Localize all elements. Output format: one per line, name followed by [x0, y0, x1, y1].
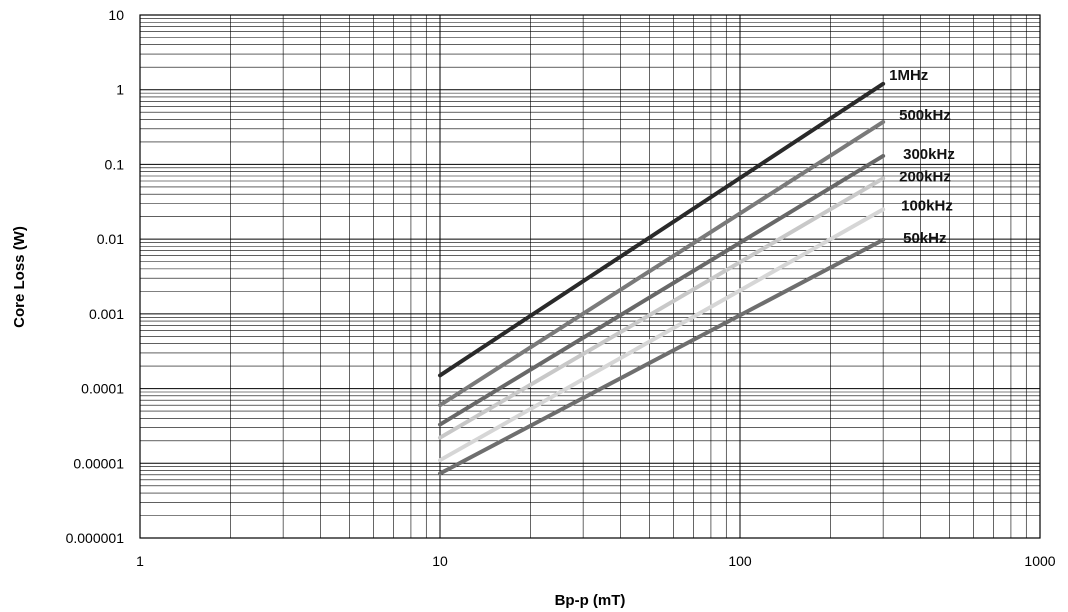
y-tick-label: 0.01 [97, 231, 124, 247]
y-axis-title: Core Loss (W) [11, 226, 28, 328]
x-tick-label: 1 [136, 553, 144, 569]
series-label-200khz: 200kHz [899, 168, 951, 185]
y-tick-label: 0.000001 [66, 530, 125, 546]
series-line-1mhz [438, 81, 886, 378]
x-tick-label: 100 [728, 553, 752, 569]
series-line-100khz [438, 207, 886, 463]
series-label-100khz: 100kHz [901, 197, 953, 214]
y-tick-labels: 10 1 0.1 0.01 0.001 0.0001 0.00001 0.000001 [66, 7, 125, 546]
y-tick-label: 0.001 [89, 306, 124, 322]
series-label-1mhz: 1MHz [889, 67, 928, 84]
x-tick-label: 10 [432, 553, 448, 569]
series-lines [438, 81, 886, 476]
grid-lines [139, 15, 1040, 539]
series-line-50khz [438, 237, 886, 476]
series-label-300khz: 300kHz [903, 146, 955, 163]
series-label-500khz: 500kHz [899, 107, 951, 124]
y-tick-label: 1 [116, 82, 124, 98]
plot-frame [139, 14, 1041, 539]
x-axis-title: Bp-p (mT) [555, 592, 626, 609]
series-line-500khz [438, 119, 886, 408]
series-labels: 1MHz 500kHz 300kHz 200kHz 100kHz 50kHz [889, 67, 955, 247]
y-tick-label: 0.0001 [81, 381, 124, 397]
y-tick-label: 0.00001 [73, 455, 124, 471]
series-label-50khz: 50kHz [903, 230, 946, 247]
y-tick-label: 0.1 [105, 156, 125, 172]
x-tick-label: 1000 [1024, 553, 1055, 569]
x-tick-labels: 1 10 100 1000 [136, 553, 1056, 569]
series-line-200khz [438, 176, 886, 440]
y-tick-label: 10 [108, 7, 124, 23]
series-line-300khz [438, 153, 886, 427]
